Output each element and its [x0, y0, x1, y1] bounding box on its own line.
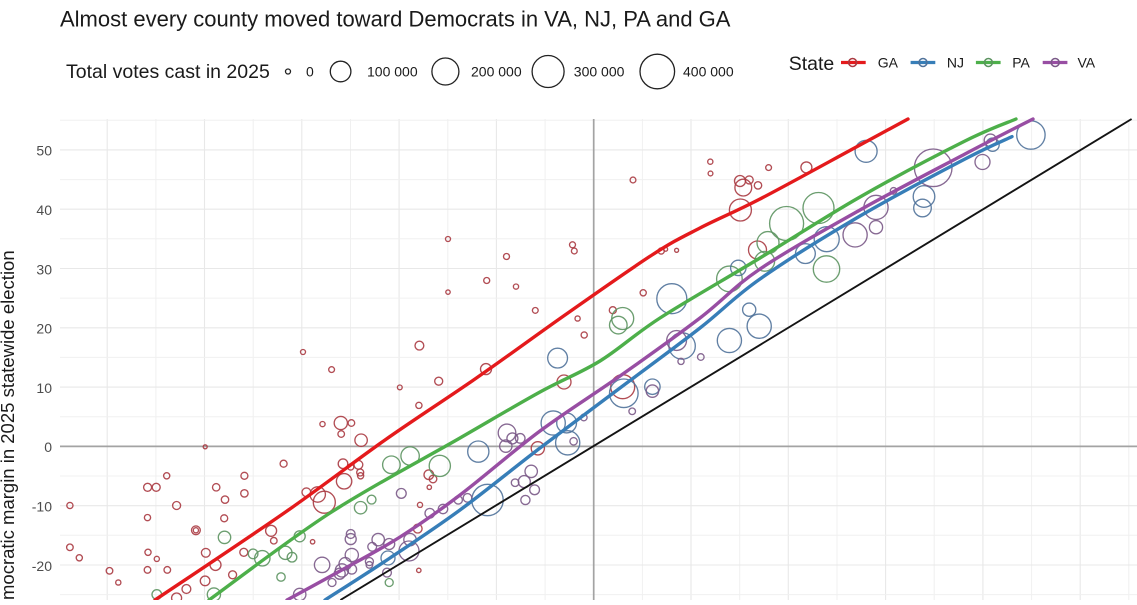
svg-text:-10: -10 — [32, 499, 52, 515]
svg-text:Democratic margin in 2025 stat: Democratic margin in 2025 statewide elec… — [0, 250, 18, 600]
svg-text:State: State — [789, 53, 835, 75]
svg-text:100 000: 100 000 — [367, 64, 418, 80]
svg-text:400 000: 400 000 — [683, 64, 734, 80]
svg-text:30: 30 — [36, 261, 52, 277]
svg-text:-20: -20 — [32, 558, 52, 574]
svg-text:50: 50 — [36, 143, 52, 159]
svg-text:PA: PA — [1012, 54, 1030, 70]
svg-text:NJ: NJ — [947, 54, 964, 70]
svg-text:VA: VA — [1078, 54, 1096, 70]
svg-text:20: 20 — [36, 321, 52, 337]
svg-text:0: 0 — [44, 439, 52, 455]
svg-text:Total votes cast in 2025: Total votes cast in 2025 — [66, 61, 270, 83]
svg-text:GA: GA — [878, 54, 899, 70]
svg-text:300 000: 300 000 — [574, 64, 625, 80]
svg-text:40: 40 — [36, 202, 52, 218]
svg-text:10: 10 — [36, 380, 52, 396]
svg-text:200 000: 200 000 — [471, 64, 522, 80]
svg-text:0: 0 — [306, 64, 314, 80]
svg-text:Almost every county moved towa: Almost every county moved toward Democra… — [60, 7, 731, 32]
